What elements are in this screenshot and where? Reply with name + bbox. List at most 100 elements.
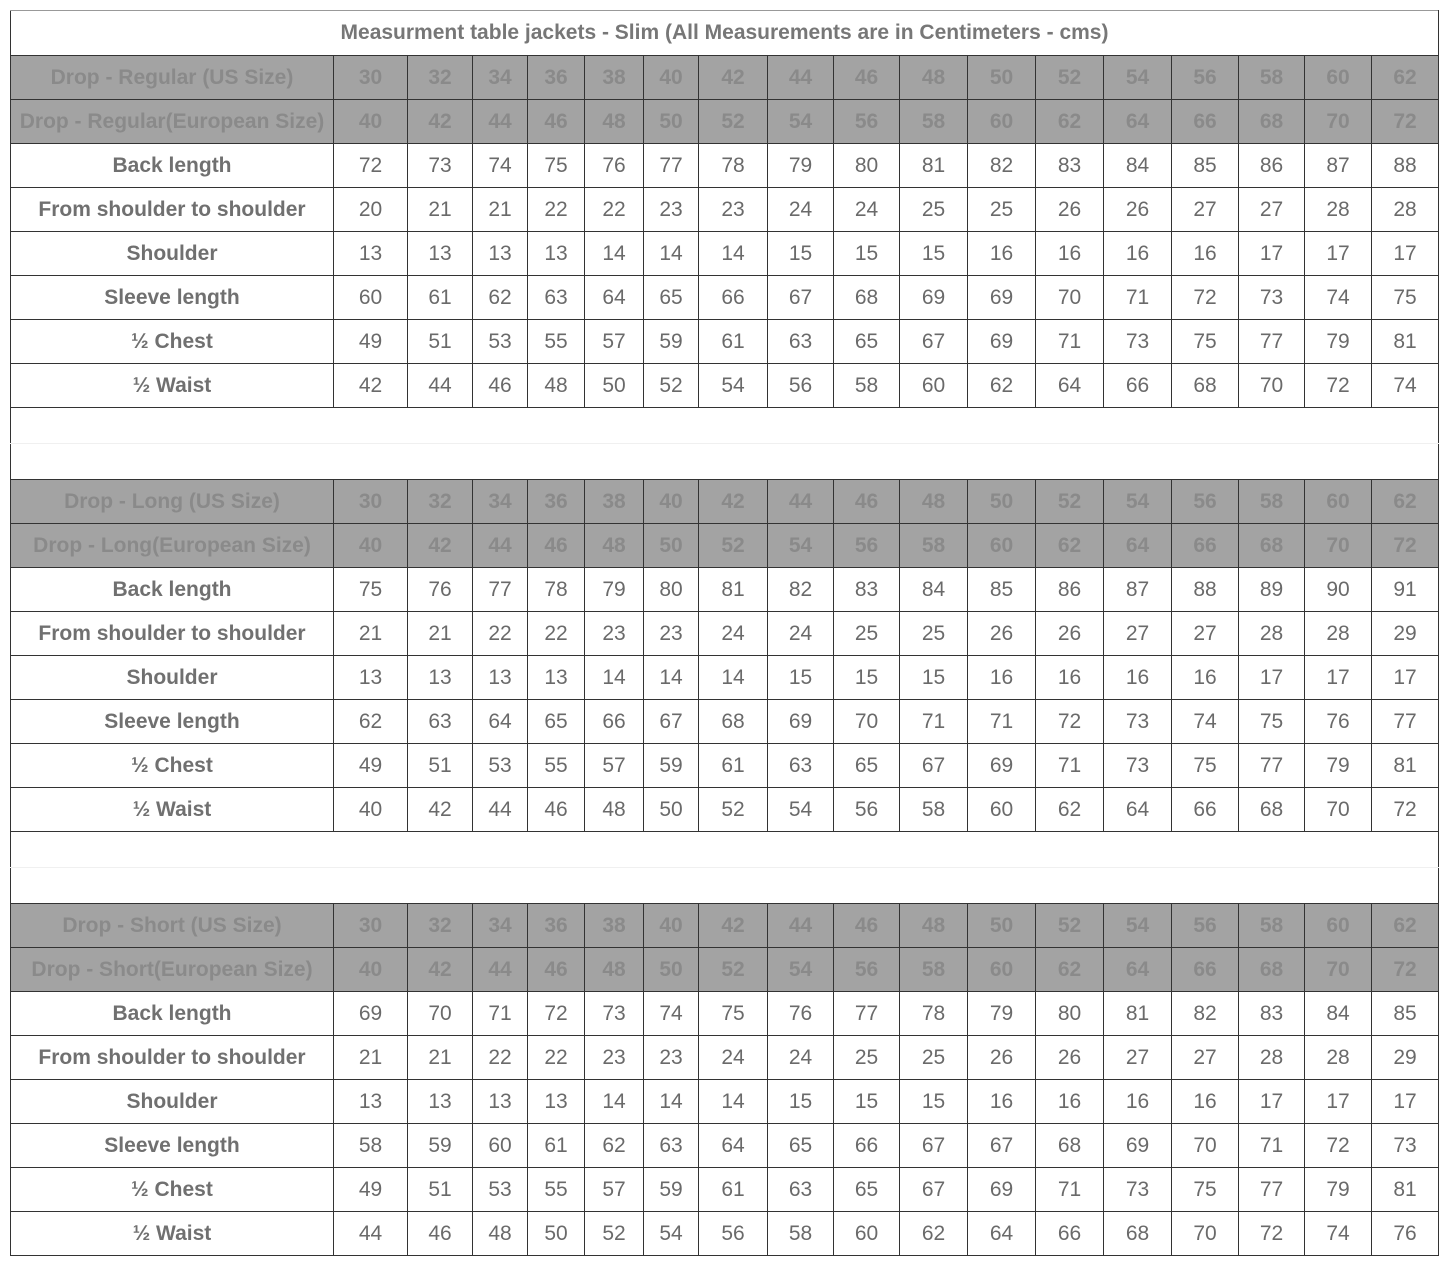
measurement-value: 17: [1371, 1079, 1439, 1124]
measurement-value: 77: [643, 143, 699, 188]
eu-size-cell: 52: [698, 947, 768, 992]
measurement-value: 63: [643, 1123, 699, 1168]
measurement-value: 28: [1238, 1035, 1305, 1080]
measurement-value: 85: [1371, 991, 1439, 1036]
measurement-value: 57: [584, 319, 644, 364]
measurement-value: 25: [833, 1035, 900, 1080]
measurement-value: 26: [1035, 1035, 1104, 1080]
measurement-label: From shoulder to shoulder: [10, 611, 334, 656]
measurement-value: 87: [1304, 143, 1372, 188]
measurement-value: 22: [527, 187, 585, 232]
spacer-row: [10, 831, 1439, 868]
measurement-value: 26: [1035, 187, 1104, 232]
measurement-value: 67: [899, 1123, 968, 1168]
measurement-value: 73: [407, 143, 473, 188]
us-size-cell: 56: [1171, 903, 1239, 948]
spacer-row: [10, 443, 1439, 480]
eu-size-cell: 60: [967, 947, 1036, 992]
measurement-value: 81: [698, 567, 768, 612]
measurement-label: Sleeve length: [10, 699, 334, 744]
measurement-label: From shoulder to shoulder: [10, 187, 334, 232]
measurement-value: 21: [333, 611, 408, 656]
measurement-value: 73: [1103, 699, 1172, 744]
measurement-value: 73: [584, 991, 644, 1036]
measurement-value: 66: [698, 275, 768, 320]
measurement-value: 62: [472, 275, 528, 320]
eu-size-cell: 58: [899, 99, 968, 144]
measurement-value: 60: [472, 1123, 528, 1168]
measurement-value: 27: [1103, 1035, 1172, 1080]
measurement-value: 77: [1238, 1167, 1305, 1212]
measurement-value: 56: [833, 787, 900, 832]
measurement-label: Shoulder: [10, 1079, 334, 1124]
eu-size-cell: 48: [584, 947, 644, 992]
title-row: Measurment table jackets - Slim (All Mea…: [10, 10, 1439, 56]
measurement-value: 77: [1371, 699, 1439, 744]
us-size-cell: 50: [967, 903, 1036, 948]
measurement-value: 28: [1371, 187, 1439, 232]
us-size-cell: 56: [1171, 479, 1239, 524]
measurement-row: ½ Chest 49 51 53 55 57 59 61 63 65 67 69 71 73 75 77 79 8…: [10, 319, 1439, 364]
measurement-value: 52: [643, 363, 699, 408]
measurement-value: 81: [1371, 319, 1439, 364]
measurement-value: 75: [1171, 319, 1239, 364]
eu-size-header-row: Drop - Regular(European Size) 40 42 44 46 48 5…: [10, 99, 1439, 144]
us-size-cell: 48: [899, 903, 968, 948]
measurement-value: 53: [472, 1167, 528, 1212]
eu-size-cell: 56: [833, 947, 900, 992]
measurement-value: 72: [1171, 275, 1239, 320]
measurement-value: 59: [643, 743, 699, 788]
measurement-value: 24: [767, 187, 834, 232]
measurement-value: 69: [967, 1167, 1036, 1212]
measurement-value: 74: [472, 143, 528, 188]
measurement-value: 69: [333, 991, 408, 1036]
measurement-value: 17: [1304, 231, 1372, 276]
measurement-value: 27: [1238, 187, 1305, 232]
eu-size-cell: 48: [584, 523, 644, 568]
eu-size-header-row: Drop - Long(European Size) 40 42 44 46 48 50 52…: [10, 523, 1439, 568]
eu-size-cell: 68: [1238, 523, 1305, 568]
us-size-cell: 54: [1103, 903, 1172, 948]
measurement-value: 84: [1103, 143, 1172, 188]
measurement-value: 27: [1171, 187, 1239, 232]
eu-size-cell: 46: [527, 523, 585, 568]
us-size-cell: 60: [1304, 55, 1372, 100]
measurement-value: 73: [1371, 1123, 1439, 1168]
eu-size-cell: 48: [584, 99, 644, 144]
eu-size-cell: 54: [767, 523, 834, 568]
measurement-value: 48: [527, 363, 585, 408]
measurement-value: 48: [472, 1211, 528, 1256]
measurement-value: 61: [698, 319, 768, 364]
measurement-value: 17: [1371, 655, 1439, 700]
measurement-value: 46: [407, 1211, 473, 1256]
measurement-value: 13: [407, 231, 473, 276]
measurement-value: 82: [1171, 991, 1239, 1036]
measurement-value: 56: [698, 1211, 768, 1256]
measurement-value: 70: [833, 699, 900, 744]
us-size-header-row: Drop - Regular (US Size) 30 32 34 36 38 40 42 44…: [10, 55, 1439, 100]
us-size-cell: 32: [407, 55, 473, 100]
measurement-value: 23: [643, 187, 699, 232]
measurement-value: 75: [698, 991, 768, 1036]
measurement-value: 75: [1371, 275, 1439, 320]
eu-size-cell: 70: [1304, 523, 1372, 568]
measurement-value: 64: [1035, 363, 1104, 408]
eu-size-cell: 60: [967, 523, 1036, 568]
eu-size-cell: 52: [698, 99, 768, 144]
eu-size-label: Drop - Long(European Size): [10, 523, 334, 568]
measurement-value: 51: [407, 1167, 473, 1212]
measurement-value: 54: [643, 1211, 699, 1256]
eu-size-cell: 56: [833, 99, 900, 144]
measurement-value: 86: [1035, 567, 1104, 612]
measurement-value: 71: [1238, 1123, 1305, 1168]
eu-size-cell: 66: [1171, 947, 1239, 992]
measurement-value: 26: [1035, 611, 1104, 656]
table-title: Measurment table jackets - Slim (All Mea…: [10, 10, 1439, 56]
measurement-value: 81: [899, 143, 968, 188]
measurement-value: 72: [1371, 787, 1439, 832]
measurement-value: 55: [527, 743, 585, 788]
spacer-row: [10, 407, 1439, 444]
us-size-cell: 30: [333, 55, 408, 100]
measurement-value: 76: [584, 143, 644, 188]
measurement-value: 60: [967, 787, 1036, 832]
